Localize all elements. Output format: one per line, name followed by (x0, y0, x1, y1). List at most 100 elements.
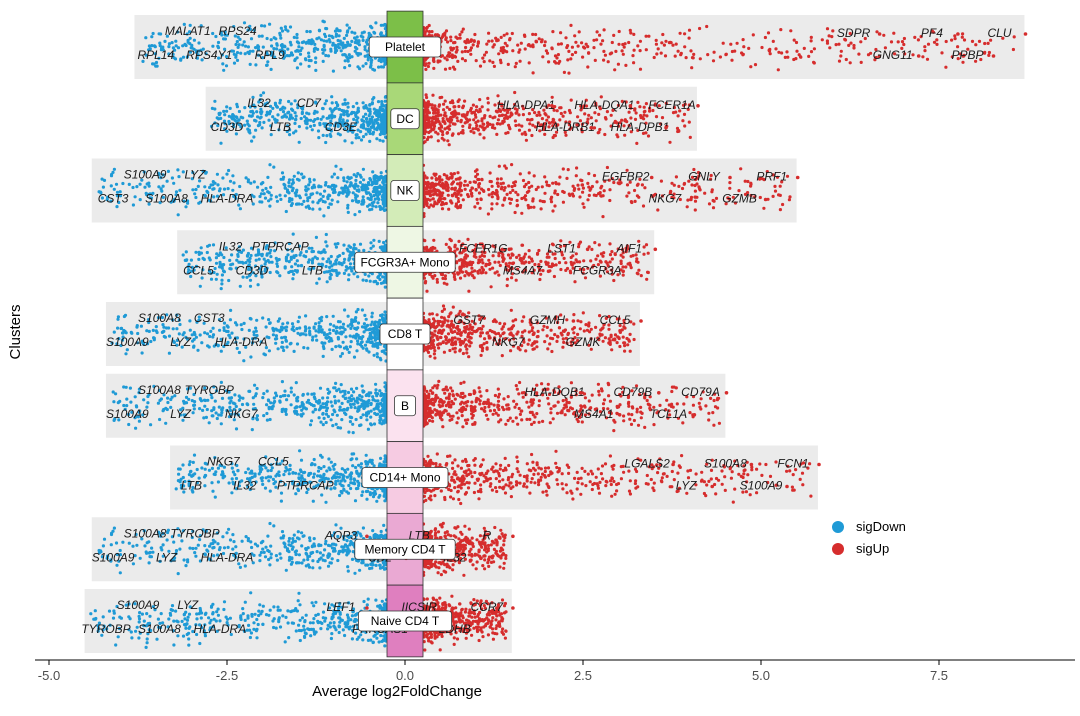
point-sigup (777, 50, 781, 54)
point-sigup (554, 182, 558, 186)
point-sigup (926, 42, 931, 46)
point-sigup (825, 27, 830, 31)
point-sigup (697, 187, 702, 191)
point-sigup (487, 258, 491, 262)
point-sigup (600, 333, 604, 337)
point-sigdown (360, 325, 365, 329)
point-sigup (489, 180, 493, 184)
point-sigup (567, 49, 571, 54)
point-sigup (519, 41, 523, 45)
point-sigdown (161, 48, 165, 52)
point-sigdown (304, 314, 308, 318)
point-sigdown (257, 34, 261, 38)
point-sigup (461, 104, 465, 108)
point-sigdown (202, 257, 206, 262)
point-sigdown (379, 31, 383, 35)
point-sigdown (278, 31, 282, 35)
point-sigdown (266, 60, 270, 64)
point-sigup (628, 349, 632, 353)
point-sigdown (109, 184, 113, 188)
point-sigup (475, 197, 479, 201)
point-sigup (556, 53, 561, 57)
point-sigup (481, 188, 485, 193)
point-sigdown (292, 254, 296, 258)
point-sigdown (249, 37, 254, 41)
point-sigdown (383, 128, 387, 132)
point-sigup (561, 345, 565, 349)
point-sigup (433, 329, 437, 333)
point-sigup (621, 52, 625, 56)
point-sigdown (358, 210, 362, 214)
point-sigdown (199, 251, 203, 255)
point-sigdown (334, 32, 338, 36)
point-sigdown (283, 194, 287, 198)
point-sigdown (235, 40, 239, 44)
point-sigup (638, 105, 642, 109)
point-sigdown (226, 187, 230, 191)
point-sigup (438, 192, 442, 196)
point-sigdown (267, 336, 271, 340)
point-sigup (460, 57, 465, 61)
point-sigup (531, 123, 535, 127)
point-sigdown (314, 329, 318, 333)
point-sigup (986, 41, 990, 46)
point-sigup (583, 46, 587, 50)
point-sigdown (334, 45, 338, 49)
point-sigdown (307, 112, 311, 116)
point-sigup (795, 49, 799, 53)
band-cd14-mono (170, 445, 818, 510)
point-sigup (569, 57, 573, 61)
point-sigup (424, 62, 428, 66)
point-sigup (566, 168, 570, 172)
point-sigup (428, 272, 432, 276)
point-sigdown (231, 122, 236, 126)
point-sigdown (220, 266, 224, 270)
point-sigdown (287, 184, 291, 188)
point-sigdown (356, 41, 360, 45)
point-sigdown (288, 128, 292, 132)
point-sigdown (322, 333, 327, 337)
point-sigup (485, 42, 489, 46)
point-sigup (456, 171, 460, 175)
point-sigup (447, 51, 451, 55)
point-sigdown (307, 64, 311, 68)
point-sigdown (295, 270, 299, 274)
point-sigup (638, 39, 643, 43)
point-sigdown (290, 189, 294, 193)
point-sigdown (289, 43, 293, 47)
point-sigdown (238, 284, 242, 288)
point-sigdown (261, 45, 265, 49)
point-sigup (427, 30, 432, 34)
point-sigdown (377, 65, 381, 69)
point-sigup (505, 44, 509, 48)
point-sigup (505, 284, 509, 288)
point-sigdown (383, 27, 387, 31)
point-sigdown (302, 40, 306, 44)
point-sigdown (276, 347, 280, 351)
point-sigdown (248, 27, 252, 31)
point-sigdown (260, 126, 264, 130)
point-sigdown (375, 137, 379, 141)
point-sigup (616, 62, 621, 66)
point-sigdown (205, 250, 209, 255)
point-sigdown (222, 255, 226, 260)
point-sigup (889, 40, 894, 44)
point-sigup (683, 124, 687, 128)
point-sigup (464, 343, 468, 347)
point-sigdown (377, 112, 381, 116)
point-sigdown (383, 244, 387, 248)
point-sigup (513, 180, 518, 184)
point-sigdown (285, 325, 289, 329)
point-sigdown (353, 213, 357, 217)
point-sigdown (251, 49, 255, 53)
point-sigup (507, 125, 511, 130)
point-sigdown (282, 348, 286, 353)
point-sigdown (214, 256, 218, 260)
point-sigup (458, 187, 462, 191)
point-sigup (527, 249, 531, 253)
point-sigdown (378, 127, 382, 131)
point-sigdown (319, 251, 323, 255)
point-sigup (698, 26, 702, 31)
point-sigdown (242, 359, 246, 363)
point-sigup (642, 245, 646, 249)
